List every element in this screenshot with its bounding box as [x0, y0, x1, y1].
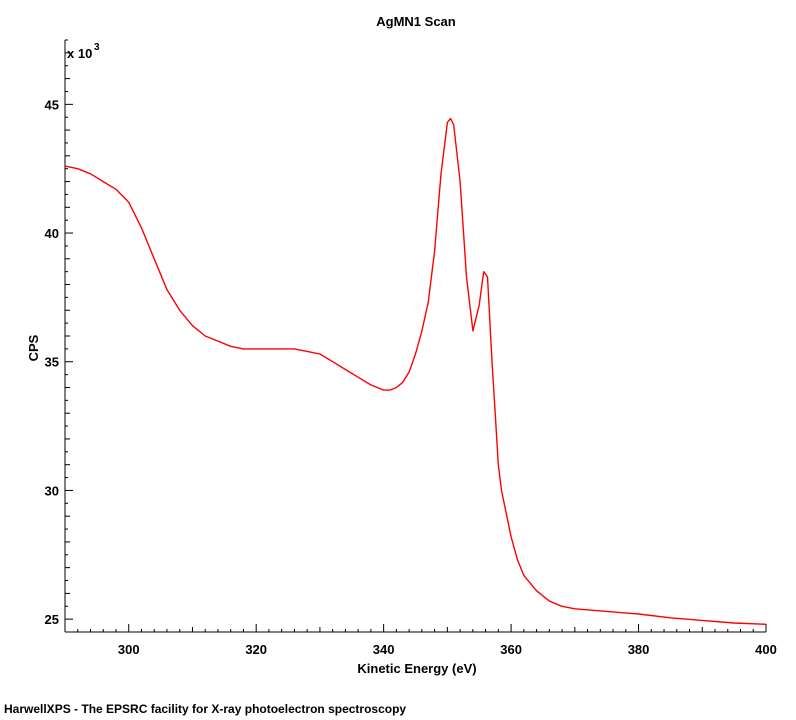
y-tick-label: 25 — [45, 612, 59, 627]
xps-chart: AgMN1 Scan x 10 3 CPS Kinetic Energy (eV… — [26, 14, 777, 676]
x-axis-label: Kinetic Energy (eV) — [357, 661, 476, 676]
x-tick-label: 360 — [500, 642, 522, 657]
y-tick-label: 30 — [45, 483, 59, 498]
y-multiplier-base: x 10 — [67, 46, 92, 61]
y-tick-label: 40 — [45, 226, 59, 241]
x-tick-label: 380 — [628, 642, 650, 657]
axis-ticks: 300 320 340 360 380 400 25 30 35 40 45 — [45, 39, 777, 657]
y-tick-label: 35 — [45, 355, 59, 370]
series-line — [64, 117, 767, 625]
y-multiplier-exponent: 3 — [94, 42, 100, 53]
y-multiplier-label: x 10 3 — [67, 42, 100, 61]
x-tick-label: 340 — [373, 642, 395, 657]
plot-area — [64, 40, 766, 633]
chart-title: AgMN1 Scan — [376, 14, 456, 29]
x-tick-label: 400 — [755, 642, 777, 657]
series-layer — [64, 117, 767, 625]
x-tick-label: 320 — [245, 642, 267, 657]
footer-credit: HarwellXPS - The EPSRC facility for X-ra… — [4, 702, 407, 716]
x-tick-label: 300 — [118, 642, 140, 657]
y-tick-label: 45 — [45, 97, 59, 112]
y-axis-label: CPS — [26, 334, 41, 361]
